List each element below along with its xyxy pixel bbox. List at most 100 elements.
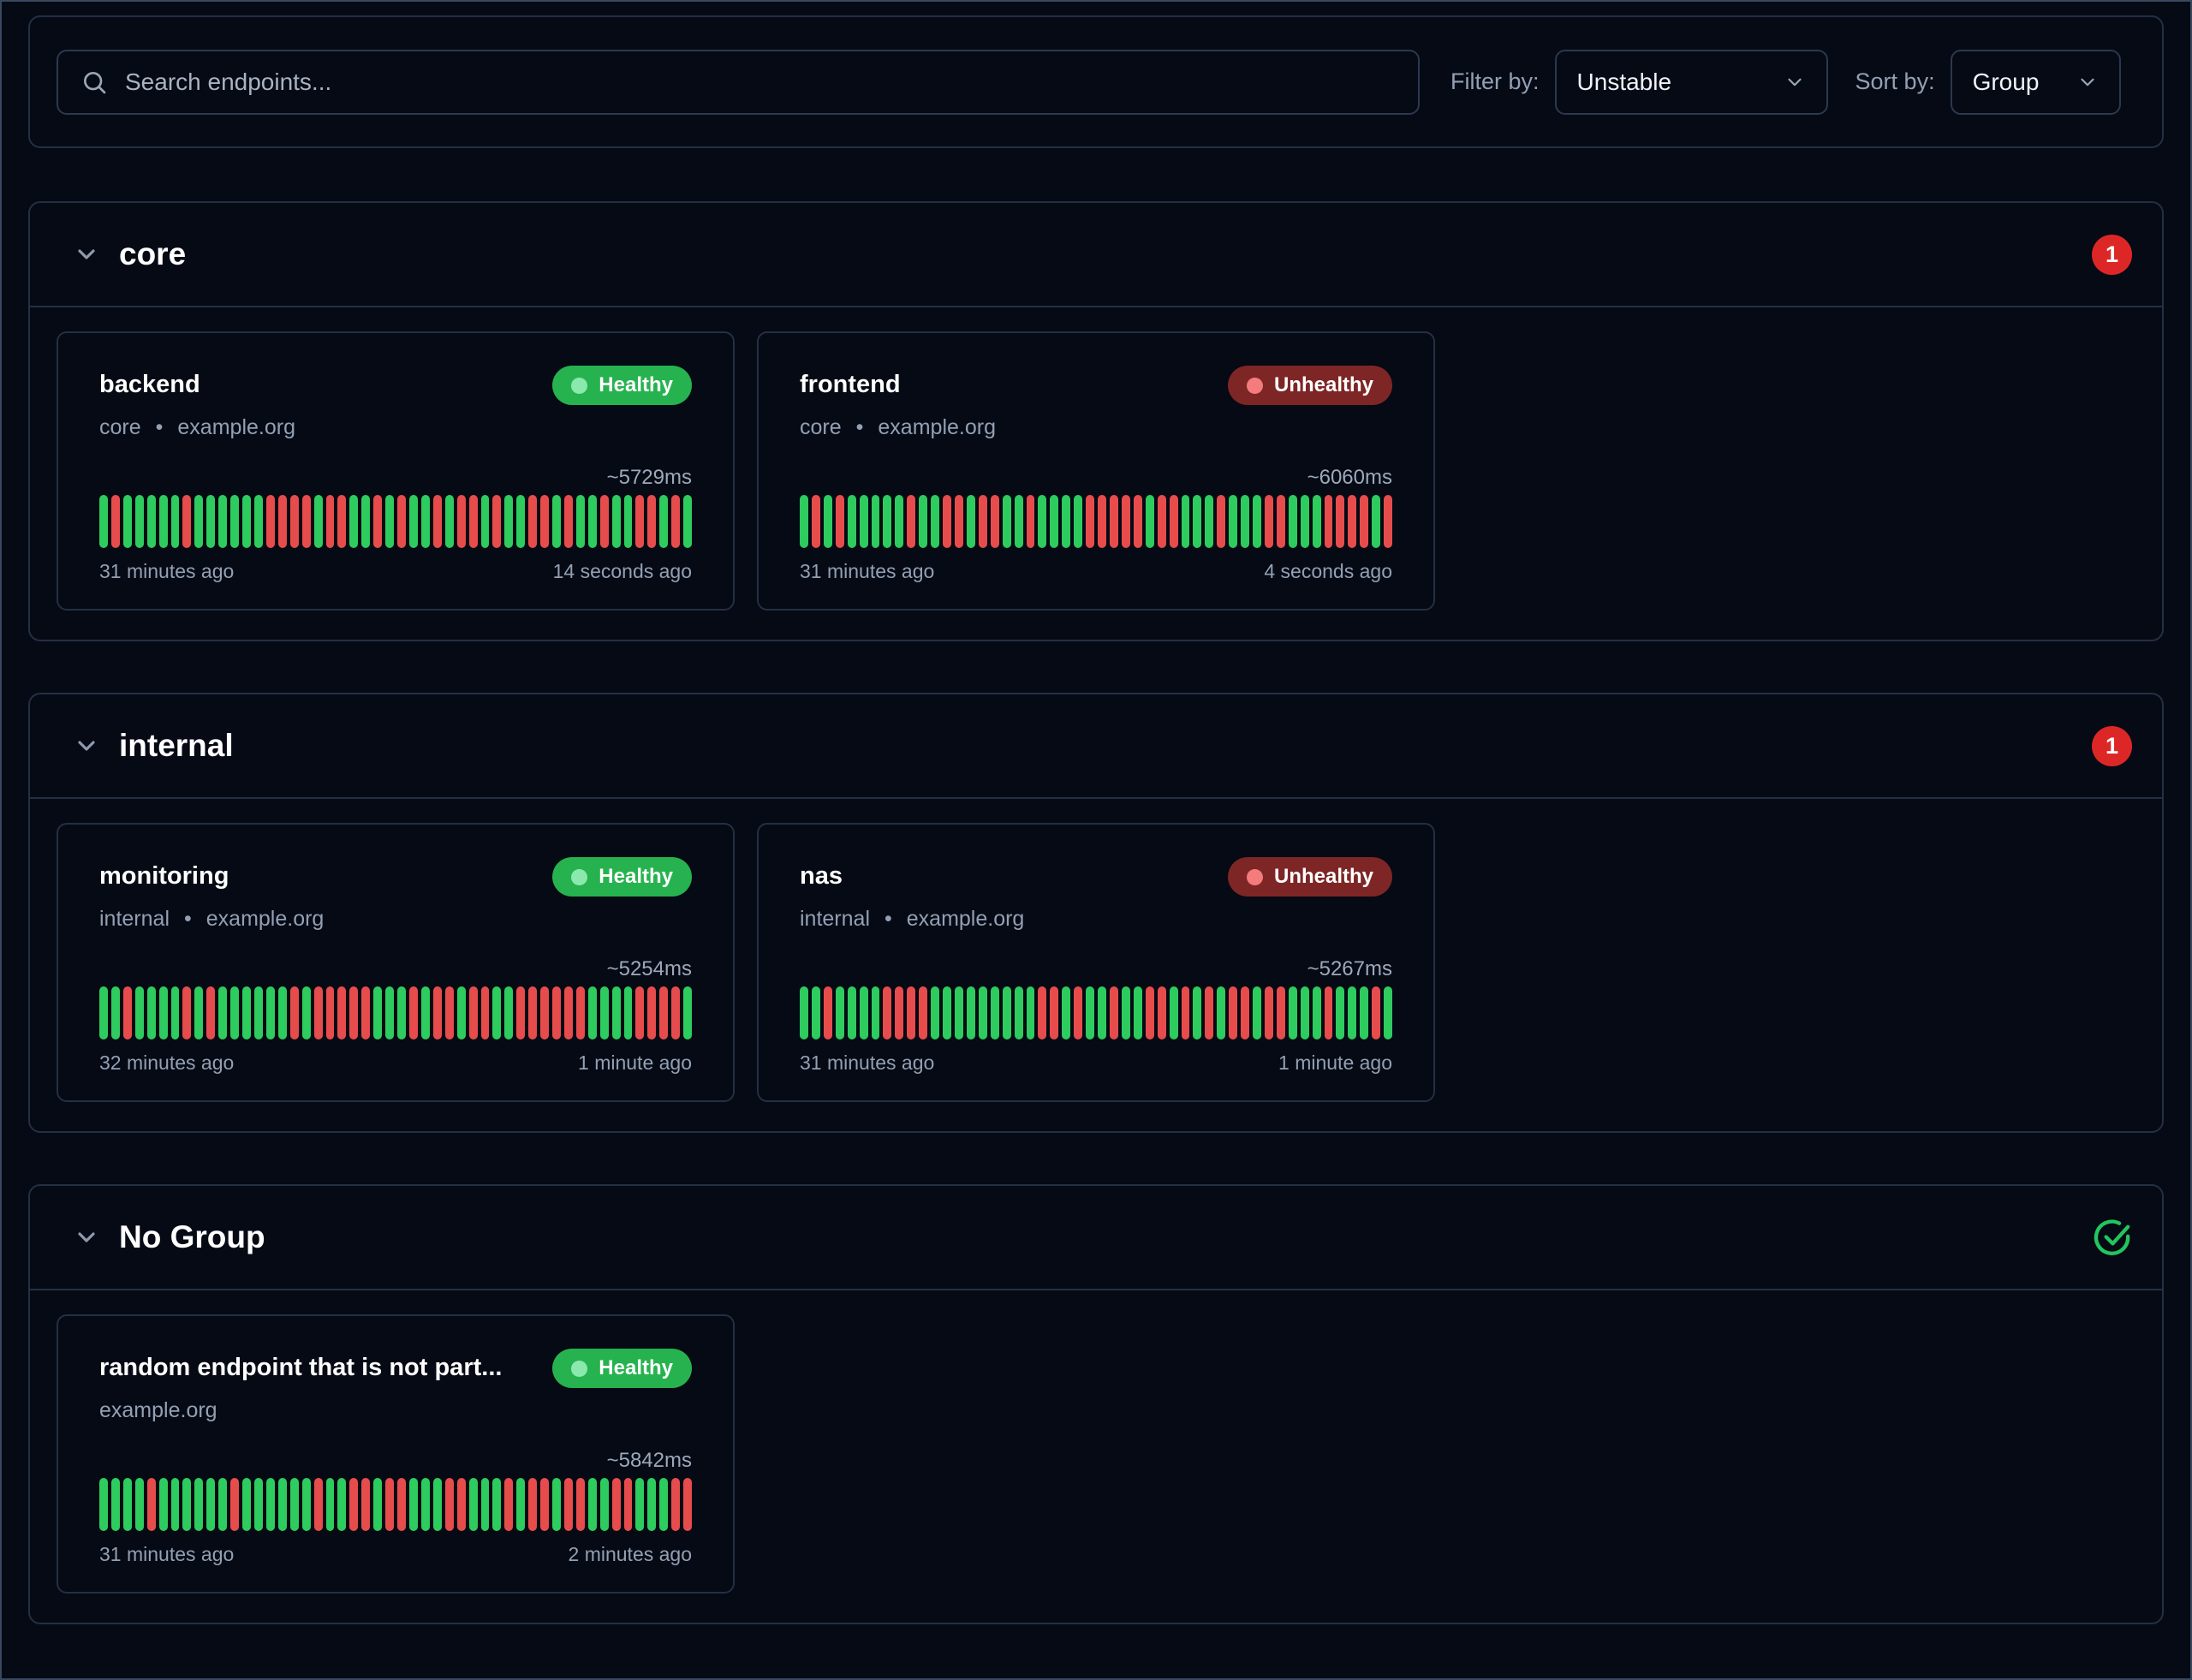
bar-success — [301, 1478, 311, 1531]
unhealthy-count-badge: 1 — [2092, 234, 2132, 275]
bar-success — [1002, 986, 1011, 1040]
bar-success — [253, 986, 263, 1040]
bar-success — [444, 495, 454, 548]
bar-failure — [349, 1478, 359, 1531]
endpoint-group: internal — [800, 907, 870, 931]
status-badge: Healthy — [552, 1349, 692, 1388]
status-label: Unhealthy — [1273, 373, 1373, 396]
sort-select[interactable]: Group — [1950, 49, 2121, 115]
bar-success — [1217, 986, 1226, 1040]
bar-success — [966, 986, 975, 1040]
bar-failure — [1038, 986, 1047, 1040]
bar-success — [385, 986, 395, 1040]
status-dot-icon — [571, 868, 588, 885]
bar-failure — [563, 1478, 573, 1531]
bar-success — [397, 986, 406, 1040]
group-header-no-group[interactable]: No Group — [30, 1186, 2162, 1290]
health-history-bars[interactable] — [800, 495, 1393, 548]
endpoint-card-monitoring[interactable]: monitoring Healthy internal • example.or… — [57, 823, 735, 1102]
health-history-bars[interactable] — [800, 986, 1393, 1040]
endpoint-card-random[interactable]: random endpoint that is not part... Heal… — [57, 1314, 735, 1594]
bar-success — [468, 1478, 478, 1531]
bar-failure — [1348, 495, 1357, 548]
bar-success — [1062, 495, 1071, 548]
bar-success — [587, 986, 597, 1040]
bar-failure — [325, 495, 335, 548]
bar-success — [325, 1478, 335, 1531]
bar-success — [218, 986, 228, 1040]
bar-success — [1312, 986, 1321, 1040]
bar-success — [1121, 986, 1130, 1040]
bar-failure — [540, 986, 550, 1040]
status-badge: Unhealthy — [1227, 366, 1392, 405]
status-label: Healthy — [599, 865, 673, 888]
filter-select[interactable]: Unstable — [1554, 49, 1828, 115]
bar-success — [931, 986, 940, 1040]
health-history-bars[interactable] — [99, 1478, 693, 1531]
bar-success — [1288, 986, 1297, 1040]
bar-failure — [552, 986, 561, 1040]
bar-success — [230, 495, 240, 548]
bar-success — [218, 495, 228, 548]
endpoint-title: backend — [99, 371, 200, 398]
bar-failure — [1384, 495, 1393, 548]
group-title: core — [119, 236, 187, 271]
endpoint-card-backend[interactable]: backend Healthy core • example.org ~5729… — [57, 331, 735, 611]
bar-failure — [432, 495, 442, 548]
bar-failure — [1336, 495, 1345, 548]
bar-success — [516, 1478, 526, 1531]
bar-success — [361, 495, 371, 548]
oldest-check-time: 31 minutes ago — [800, 1051, 935, 1074]
group-header-core[interactable]: core 1 — [30, 203, 2162, 307]
bar-failure — [1133, 495, 1142, 548]
bar-failure — [182, 986, 192, 1040]
bar-failure — [1109, 495, 1118, 548]
health-history-bars[interactable] — [99, 986, 693, 1040]
status-badge: Unhealthy — [1227, 857, 1392, 897]
bar-success — [349, 495, 359, 548]
status-label: Healthy — [599, 373, 673, 396]
bar-success — [1193, 986, 1202, 1040]
sort-by-label: Sort by: — [1855, 69, 1935, 94]
bar-failure — [943, 495, 951, 548]
bar-success — [277, 986, 287, 1040]
bar-failure — [265, 495, 275, 548]
search-box[interactable] — [57, 49, 1420, 115]
bar-success — [253, 1478, 263, 1531]
bar-success — [456, 986, 466, 1040]
endpoint-card-frontend[interactable]: frontend Unhealthy core • example.org ~6… — [757, 331, 1435, 611]
bar-failure — [456, 495, 466, 548]
bar-failure — [528, 1478, 538, 1531]
bar-success — [158, 495, 168, 548]
endpoint-host: example.org — [177, 415, 295, 439]
bar-success — [122, 1478, 132, 1531]
bar-failure — [289, 986, 299, 1040]
bar-success — [313, 495, 323, 548]
bar-success — [516, 495, 526, 548]
health-history-bars[interactable] — [99, 495, 693, 548]
bar-success — [552, 1478, 561, 1531]
bar-failure — [313, 986, 323, 1040]
search-input[interactable] — [125, 68, 1396, 96]
chevron-down-icon — [2080, 78, 2094, 86]
oldest-check-time: 31 minutes ago — [800, 560, 935, 582]
bar-failure — [528, 986, 538, 1040]
bar-success — [659, 1478, 669, 1531]
bar-success — [1300, 986, 1309, 1040]
bar-success — [218, 1478, 228, 1531]
bar-success — [1312, 495, 1321, 548]
subtitle-separator: • — [885, 907, 892, 931]
bar-failure — [1121, 495, 1130, 548]
endpoint-subtitle: core • example.org — [99, 415, 692, 440]
bar-failure — [444, 1478, 454, 1531]
endpoint-card-nas[interactable]: nas Unhealthy internal • example.org ~52… — [757, 823, 1435, 1102]
bar-success — [194, 495, 204, 548]
bar-failure — [301, 495, 311, 548]
group-header-internal[interactable]: internal 1 — [30, 694, 2162, 799]
bar-failure — [492, 495, 502, 548]
bar-success — [800, 495, 808, 548]
bar-success — [847, 986, 856, 1040]
bar-success — [1229, 495, 1238, 548]
avg-response-time: ~5267ms — [1307, 957, 1392, 980]
